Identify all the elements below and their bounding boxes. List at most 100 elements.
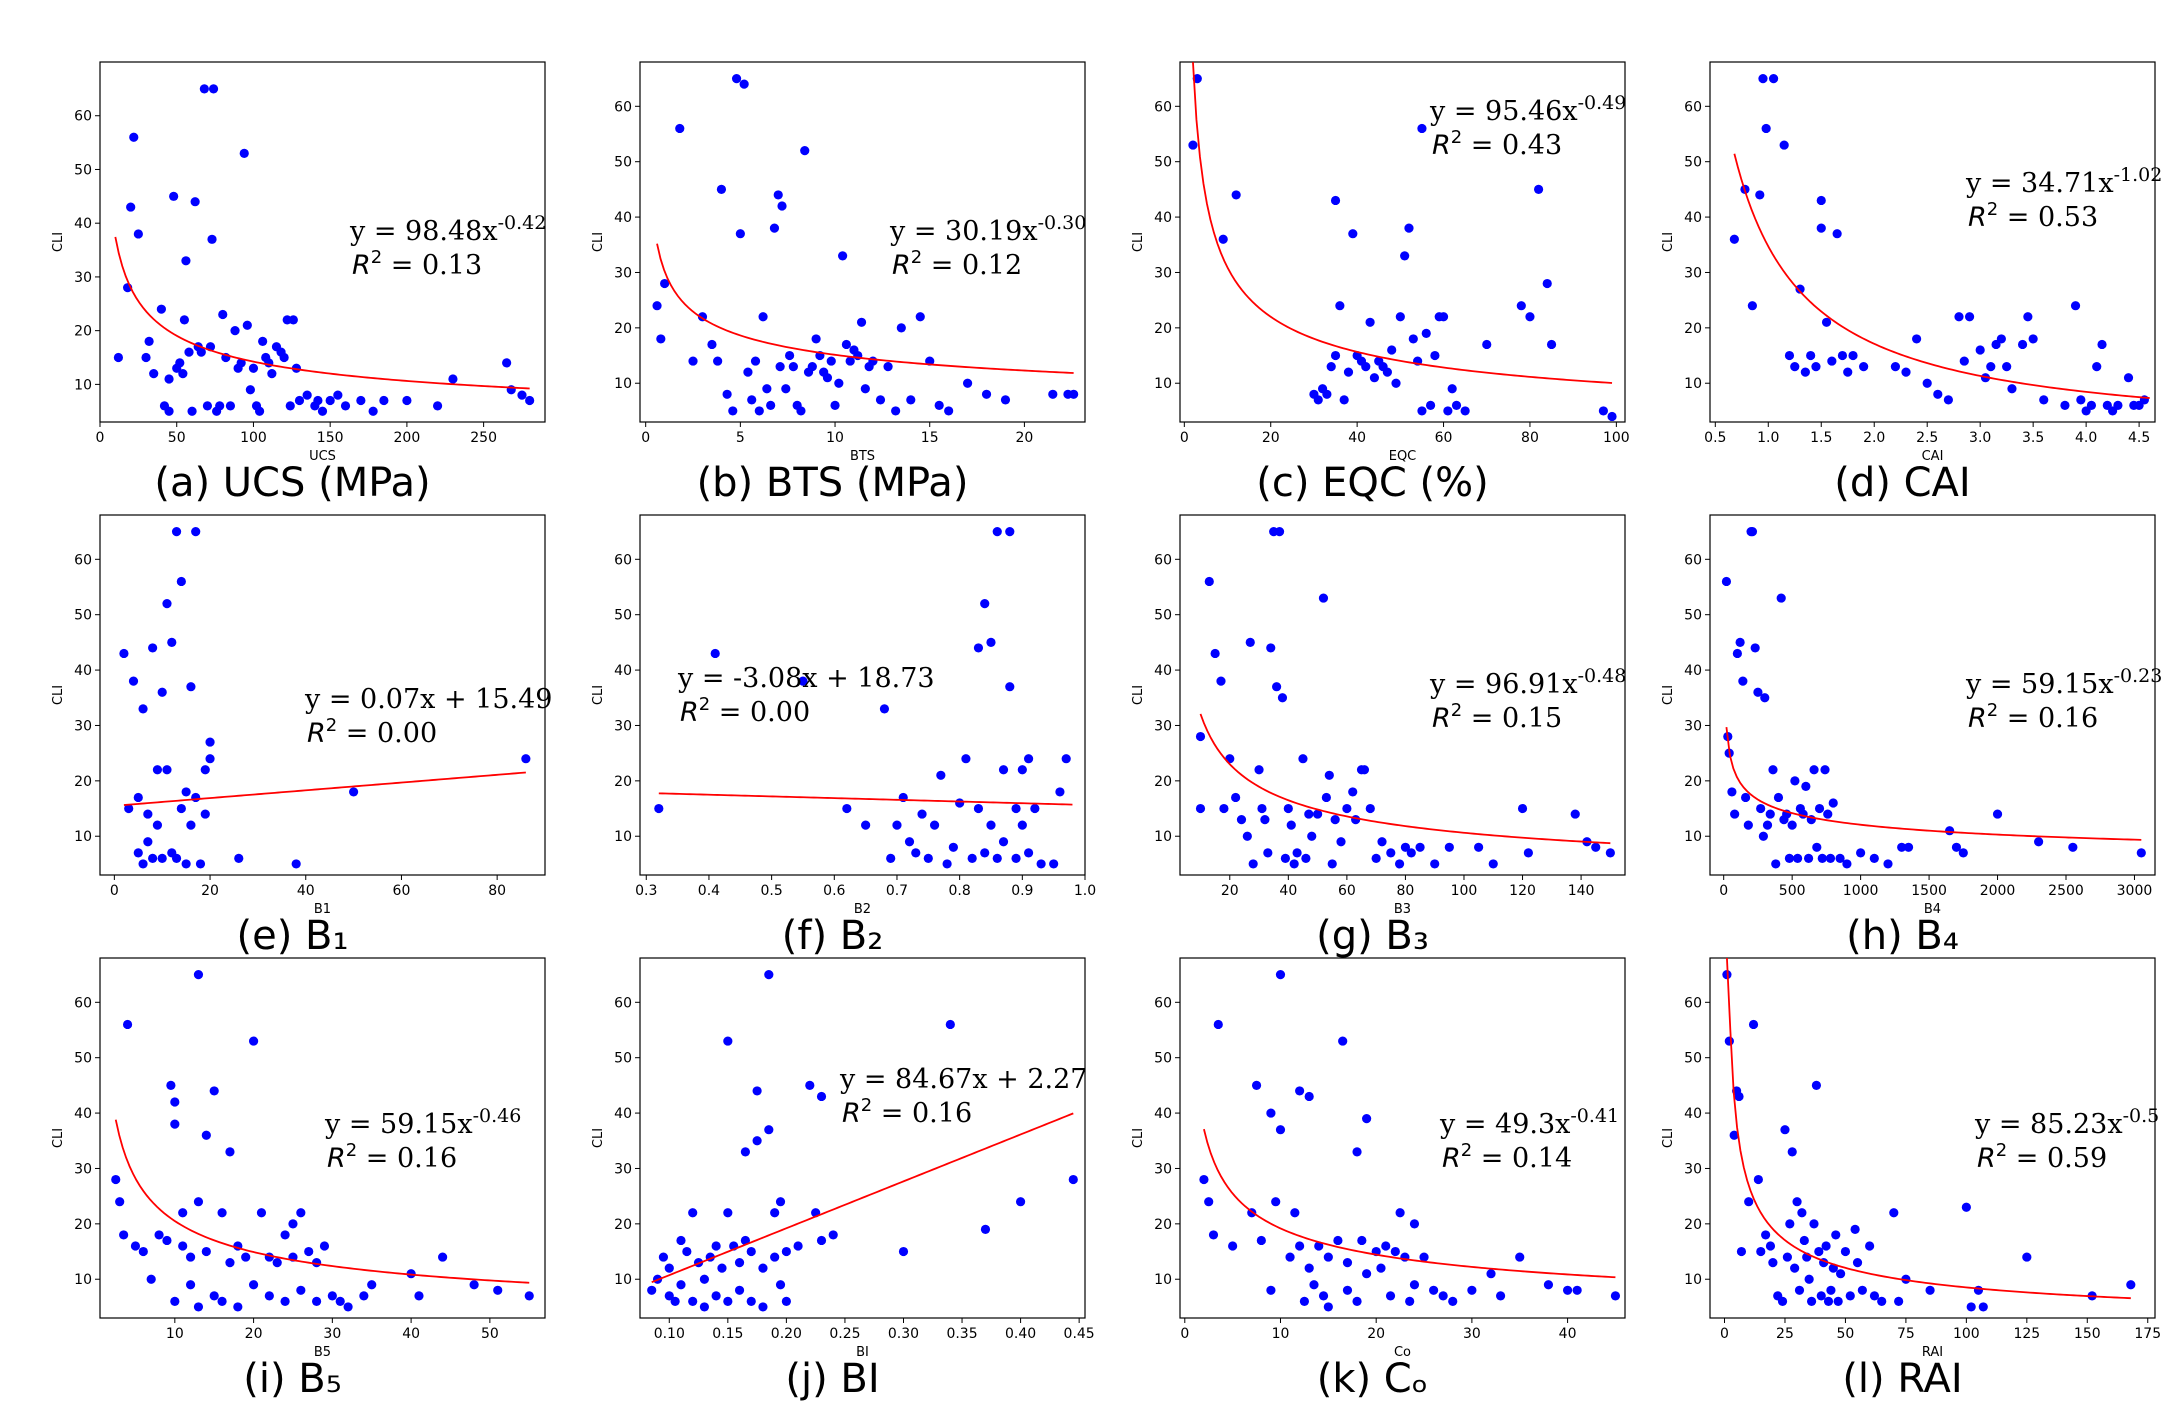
chart-d-x-tick-label: 4.0 (2075, 430, 2097, 446)
chart-b-point (656, 334, 666, 344)
chart-k-point (1228, 1241, 1238, 1251)
chart-j-x-tick-label: 0.20 (771, 1326, 802, 1342)
chart-e-x-axis-label: B1 (314, 902, 331, 917)
chart-e-point (234, 853, 244, 863)
chart-j-y-tick-label: 30 (614, 1161, 632, 1177)
chart-b-point (1000, 395, 1011, 405)
chart-g-caption: (g) B₃ (1316, 913, 1429, 959)
chart-e-x-tick-label: 40 (297, 883, 315, 899)
chart-k-point (1204, 1197, 1214, 1207)
chart-f-y-axis-label: CLI (591, 685, 606, 705)
chart-e-y-tick-label: 50 (74, 608, 92, 624)
chart-g-point (1280, 853, 1290, 863)
chart-a: 0 50 100 150 200 250 10 20 30 40 50 60 UCS CLI y = 98.… (51, 61, 546, 506)
chart-l-point (1804, 1274, 1814, 1284)
chart-e-x-tick-label: 60 (393, 883, 411, 899)
chart-f-point (992, 527, 1002, 537)
chart-i-point (115, 1197, 125, 1207)
chart-e-point (157, 687, 167, 697)
chart-h-point (1765, 809, 1775, 819)
chart-g-y-tick-label: 60 (1154, 552, 1172, 568)
chart-h-point (1732, 648, 1742, 659)
chart-a-x-tick-label: 200 (394, 430, 421, 446)
chart-g-point (1266, 643, 1276, 653)
chart-f-equation: y = -3.08x + 18.73 (677, 663, 935, 694)
chart-h-x-tick-label: 3000 (2117, 883, 2153, 899)
chart-e-point (143, 809, 153, 819)
chart-d-x-tick-label: 2.5 (1916, 430, 1938, 446)
chart-k-point (1543, 1280, 1554, 1290)
chart-c-point (1447, 384, 1457, 394)
chart-f-point (798, 676, 808, 686)
chart-g-x-tick-label: 120 (1509, 883, 1536, 899)
chart-a-point (149, 369, 159, 379)
chart-d-point (1943, 395, 1953, 405)
chart-l-point (1850, 1224, 1860, 1234)
chart-l-point (1768, 1258, 1778, 1268)
chart-l-point (1780, 1125, 1790, 1135)
chart-g-point (1321, 792, 1331, 803)
chart-c-point (1400, 251, 1410, 261)
chart-b-point (845, 356, 855, 366)
chart-e-point (157, 853, 167, 863)
chart-b-point (981, 389, 992, 399)
chart-i-x-tick-label: 30 (323, 1326, 341, 1342)
chart-f-y-tick-label: 40 (614, 663, 632, 679)
chart-h: 0 500 1000 1500 2000 2500 3000 10 20 30 40 50 60 B4 CL… (1661, 514, 2162, 959)
chart-g-x-tick-label: 140 (1568, 883, 1595, 899)
chart-e-y-tick-label: 20 (74, 774, 92, 790)
chart-g-point (1304, 809, 1314, 819)
chart-c-point (1546, 339, 1557, 350)
chart-i-point (119, 1230, 129, 1240)
chart-h-point (1828, 798, 1838, 808)
chart-i-point (524, 1291, 534, 1301)
chart-k-x-tick-label: 30 (1463, 1326, 1481, 1342)
chart-b-point (906, 395, 916, 405)
chart-f-point (1017, 820, 1027, 830)
chart-d-point (1975, 345, 1985, 355)
chart-a-point (218, 309, 228, 320)
chart-k-point (1251, 1080, 1262, 1090)
chart-f-x-tick-label: 0.6 (823, 883, 845, 899)
chart-l-point (1852, 1258, 1863, 1268)
chart-h-point (1735, 637, 1745, 647)
chart-d-y-tick-label: 50 (1684, 155, 1702, 171)
chart-l-x-tick-label: 175 (2134, 1326, 2161, 1342)
chart-h-point (2068, 842, 2078, 852)
chart-b-point (807, 362, 817, 372)
chart-j-point (723, 1296, 733, 1306)
chart-f-y-tick-label: 60 (614, 552, 632, 568)
chart-l-point (1889, 1208, 1899, 1218)
chart-l-point (1787, 1147, 1797, 1157)
chart-b-point (856, 317, 867, 327)
chart-i-point (193, 1197, 204, 1207)
chart-a-equation: y = 98.48x-0.42 (349, 212, 546, 247)
chart-c-point (1408, 334, 1418, 344)
chart-i-y-tick-label: 50 (74, 1051, 92, 1067)
chart-g-y-tick-label: 30 (1154, 718, 1172, 734)
chart-f-plot-frame (639, 514, 1086, 876)
chart-f-point (1061, 754, 1071, 764)
chart-a-point (254, 406, 265, 416)
chart-e-y-axis-label: CLI (51, 685, 66, 705)
chart-g-x-tick-label: 40 (1279, 883, 1297, 899)
chart-i-point (256, 1208, 267, 1218)
chart-c-point (1231, 190, 1241, 200)
chart-c-point (1335, 301, 1345, 311)
chart-i-point (162, 1235, 172, 1246)
chart-j-point (664, 1291, 674, 1301)
chart-f-point (892, 820, 902, 830)
chart-a-y-tick-label: 30 (74, 270, 92, 286)
chart-g-point (1327, 859, 1337, 869)
chart-c-x-tick-label: 100 (1603, 430, 1630, 446)
chart-g: 20 40 60 80 100 120 140 10 20 30 40 50 60 B3 CLI y = 96… (1131, 514, 1626, 959)
chart-g-point (1330, 815, 1340, 825)
chart-h-point (1897, 842, 1907, 852)
chart-l-point (1765, 1241, 1776, 1251)
chart-a-point (164, 406, 174, 416)
chart-j-point (746, 1296, 756, 1306)
chart-d-point (1954, 312, 1964, 322)
chart-c-point (1542, 278, 1552, 289)
chart-h-point (1790, 776, 1800, 786)
chart-k-point (1275, 970, 1286, 980)
